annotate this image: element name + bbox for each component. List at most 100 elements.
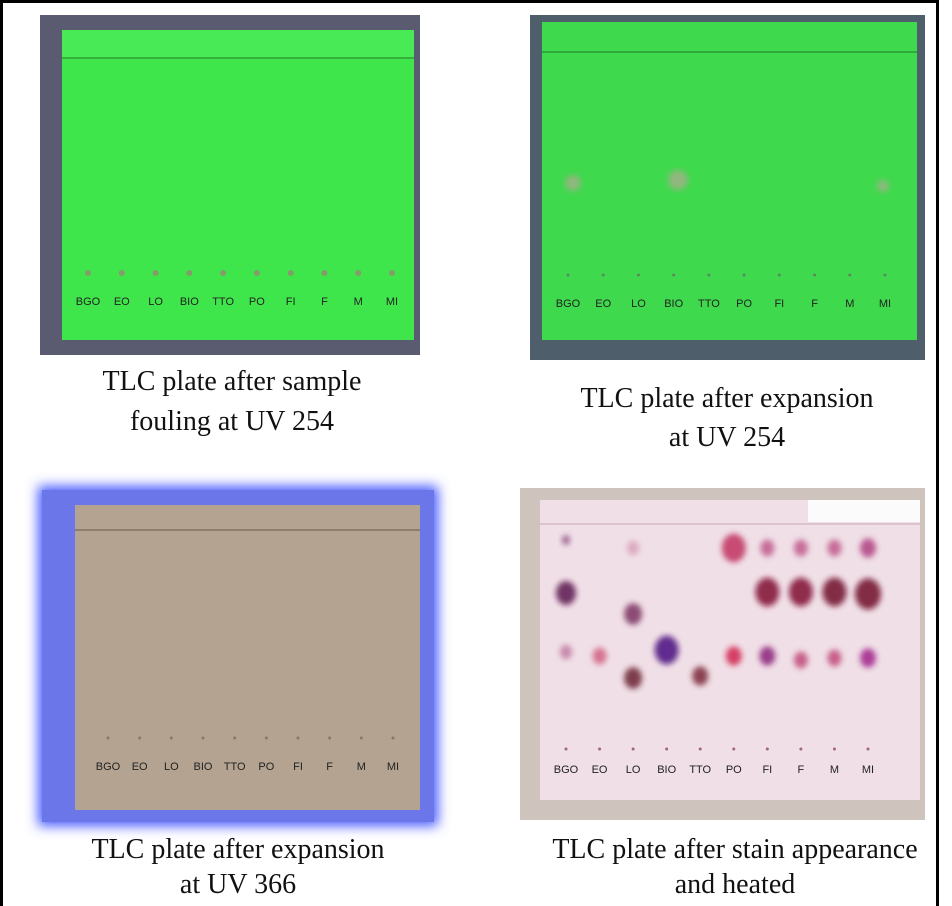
origin-spot [233,736,237,740]
spot [668,170,688,190]
lane-label: LO [631,298,646,310]
caption: fouling at UV 254 [130,406,334,437]
lane-label: BIO [657,764,676,776]
lane-label: MI [386,296,398,308]
lane-label: TTO [698,298,720,310]
origin-spot [389,270,395,276]
origin-spot [287,270,294,276]
origin-spot [566,273,570,277]
origin-spot [636,273,640,277]
origin-spot [777,273,781,277]
spot [565,175,581,191]
lane-label: MI [862,764,874,776]
spot [793,539,808,557]
lane-label: FI [286,296,296,308]
lane-label: F [326,761,333,773]
caption: and heated [675,869,796,900]
spot [860,538,876,558]
origin-spot [169,736,173,740]
lane-label: FI [293,761,303,773]
origin-spot [328,736,332,740]
lane-label: PO [736,298,752,310]
spot [627,540,640,556]
lane-label: F [798,764,805,776]
origin-spot [321,270,328,276]
origin-spot [264,736,268,740]
spot [855,578,881,610]
lane-label: PO [249,296,265,308]
lane-label: BGO [556,298,581,310]
lane-label: EO [595,298,611,310]
origin-spot [698,747,702,751]
lane-label: M [845,298,854,310]
spot [793,651,808,669]
spot [560,644,572,660]
origin-spot [201,736,205,740]
spot [562,535,570,545]
origin-spot [391,736,395,740]
lane-label: LO [164,761,179,773]
lane-label: BGO [554,764,579,776]
origin-spot [665,747,669,751]
spot [592,647,607,665]
lane-label: BIO [180,296,199,308]
origin-spot [883,273,887,277]
lane-label: TTO [689,764,711,776]
caption: TLC plate after stain appearance [552,834,917,865]
spot [827,649,842,667]
origin-spot [672,273,676,277]
lane-label: TTO [212,296,234,308]
caption: TLC plate after expansion [580,383,873,414]
origin-spot [355,270,362,276]
origin-spot [848,273,852,277]
lane-label: BIO [194,761,213,773]
origin-spot [732,747,736,751]
lane-label: BGO [76,296,101,308]
spot [822,577,847,607]
lane-label: MI [879,298,891,310]
spot [755,577,780,607]
origin-spot [631,747,635,751]
origin-spot [296,736,300,740]
lane-label: M [354,296,363,308]
caption: at UV 254 [669,422,785,453]
spot [692,666,709,686]
lane-label: EO [114,296,130,308]
spot [788,577,813,607]
spot [860,648,876,668]
lane-label: EO [132,761,148,773]
spot [721,533,746,563]
origin-spot [220,270,227,276]
spot [759,646,776,666]
lane-label: M [830,764,839,776]
caption: at UV 366 [180,869,296,900]
plate-2 [530,15,925,360]
origin-spot [813,273,817,277]
origin-spot [799,747,803,751]
lane-label: PO [726,764,742,776]
spot [827,539,842,557]
origin-spot [253,270,260,276]
lane-label: EO [592,764,608,776]
origin-spot [359,736,363,740]
lane-label: F [321,296,328,308]
origin-spot [832,747,836,751]
caption: TLC plate after sample [103,366,362,397]
origin-spot [866,747,870,751]
caption: TLC plate after expansion [91,834,384,865]
spot [760,539,775,557]
spot [654,635,679,665]
origin-spot [138,736,142,740]
origin-spot [742,273,746,277]
origin-spot [85,270,91,276]
spot [624,603,643,625]
spot [725,646,742,666]
origin-spot [118,270,125,276]
origin-spot [765,747,769,751]
spot [624,667,643,689]
origin-spot [598,747,602,751]
lane-label: M [357,761,366,773]
origin-spot [106,736,110,740]
